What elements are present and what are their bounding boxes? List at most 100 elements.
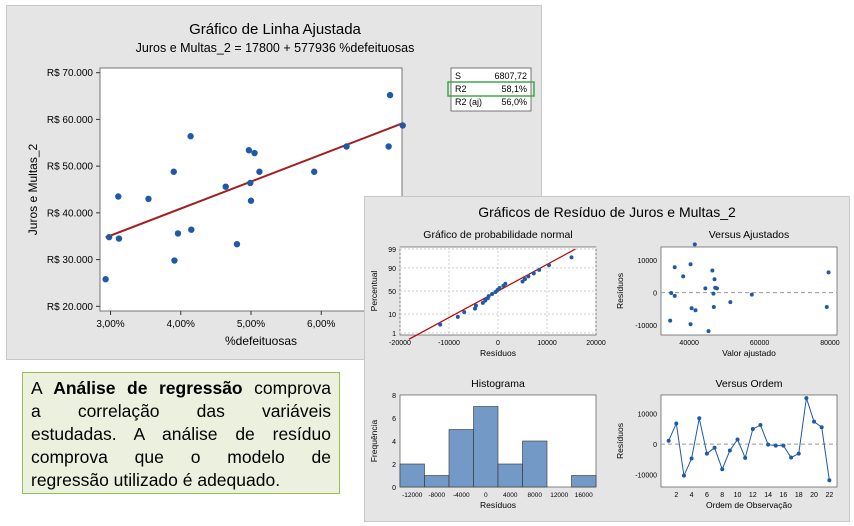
hist-y-label: Frequência: [369, 419, 379, 462]
hist-bar: [399, 463, 425, 488]
fits-point: [703, 286, 708, 291]
prob-point: [569, 255, 574, 260]
order-y-tick: 10000: [638, 411, 658, 418]
hist-bar: [473, 406, 499, 488]
prob-point: [531, 271, 536, 276]
prob-point: [480, 300, 485, 305]
order-point: [750, 427, 755, 432]
y-tick-label: R$ 20.000: [47, 302, 94, 313]
x-tick-label: 3,00%: [96, 319, 124, 330]
data-point: [115, 235, 123, 242]
prob-point: [486, 294, 491, 299]
prob-x-label: Resíduos: [480, 348, 516, 358]
order-point: [796, 451, 801, 456]
hist-x-tick: 12000: [550, 492, 568, 499]
prob-point: [520, 279, 525, 284]
stats-value: 58,1%: [501, 84, 527, 94]
hist-y-tick: 6: [392, 416, 396, 423]
prob-x-tick: 0: [496, 340, 500, 347]
prob-point: [522, 277, 527, 282]
data-point: [311, 168, 318, 175]
prob-x-tick: 20000: [586, 340, 606, 347]
order-x-label: Ordem de Observação: [706, 500, 792, 510]
prob-point: [473, 303, 478, 308]
fits-point: [706, 329, 711, 334]
y-tick-label: R$ 30.000: [47, 255, 94, 266]
fits-point: [749, 292, 754, 297]
hist-y-tick: 4: [392, 439, 396, 446]
order-point: [781, 443, 786, 448]
order-point: [666, 438, 671, 443]
prob-y-tick: 99: [388, 247, 396, 254]
data-point: [245, 147, 253, 154]
note-text: comprova: [242, 378, 331, 398]
data-point: [187, 133, 194, 140]
fits-point: [689, 306, 694, 311]
fits-point: [672, 293, 677, 298]
prob-point: [455, 314, 460, 319]
data-point: [256, 168, 263, 175]
prob-x-tick: 10000: [537, 340, 557, 347]
note-text: estudadas. A análise de resíduo: [31, 424, 331, 444]
order-point: [773, 443, 778, 448]
data-point: [343, 143, 350, 150]
prob-point: [497, 285, 502, 290]
order-point: [766, 442, 771, 447]
prob-point: [546, 263, 551, 268]
prob-y-tick: 50: [388, 289, 396, 296]
fits-point: [711, 291, 716, 296]
order-y-label: Resíduos: [615, 423, 625, 459]
order-x-tick: 14: [764, 492, 772, 499]
fits-x-label: Valor ajustado: [722, 348, 776, 358]
fits-point: [688, 262, 693, 267]
plot-area: [99, 67, 403, 312]
order-point: [789, 455, 794, 460]
fits-plot-area: [660, 246, 838, 336]
data-point: [399, 122, 406, 129]
fits-point: [712, 277, 717, 282]
order-plot-area: [660, 394, 838, 488]
order-point: [812, 419, 817, 424]
fits-point: [826, 270, 831, 275]
hist-bar: [448, 429, 474, 488]
order-point: [712, 445, 717, 450]
prob-x-tick: -10000: [438, 340, 460, 347]
fitted-line: [105, 122, 404, 239]
y-axis-label: Juros e Multas_2: [26, 143, 40, 235]
order-y-tick: 0: [653, 442, 657, 449]
prob-y-tick: 90: [388, 266, 396, 273]
order-title: Versus Ordem: [715, 378, 782, 390]
prob-point: [490, 292, 495, 297]
hist-y-tick: 2: [392, 462, 396, 469]
order-x-tick: 16: [780, 492, 788, 499]
y-tick-label: R$ 40.000: [47, 208, 94, 219]
hist-title: Histograma: [471, 378, 525, 390]
prob-y-label: Percentual: [369, 271, 379, 312]
stats-value: 56,0%: [501, 97, 527, 107]
hist-x-tick: 0: [484, 492, 488, 499]
order-point: [697, 416, 702, 421]
order-point: [735, 437, 740, 442]
order-series-line: [668, 397, 830, 481]
data-point: [102, 276, 109, 283]
hist-bar: [497, 463, 523, 488]
hist-x-tick: -4000: [453, 492, 470, 499]
fits-point: [728, 300, 733, 305]
note-line: regressão utilizado é adequado.: [31, 469, 331, 492]
fits-x-tick: 40000: [679, 340, 699, 347]
note-text: a correlação das variáveis: [31, 401, 331, 421]
fitted-line-chart: Gráfico de Linha Ajustada Juros e Multas_…: [26, 21, 535, 348]
order-x-tick: 4: [690, 492, 694, 499]
order-point: [819, 425, 824, 430]
data-point: [222, 183, 229, 190]
prob-x-tick: -20000: [389, 340, 411, 347]
fits-point: [669, 290, 674, 295]
order-x-tick: 18: [795, 492, 803, 499]
residual-plots-chart: Gráficos de Resíduo de Juros e Multas_2 G…: [369, 204, 840, 510]
fits-point: [711, 304, 716, 309]
order-x-tick: 8: [720, 492, 724, 499]
stats-box: [450, 67, 532, 112]
order-y-tick: -10000: [635, 473, 657, 480]
prob-y-tick: 1: [392, 331, 396, 338]
order-point: [689, 456, 694, 461]
